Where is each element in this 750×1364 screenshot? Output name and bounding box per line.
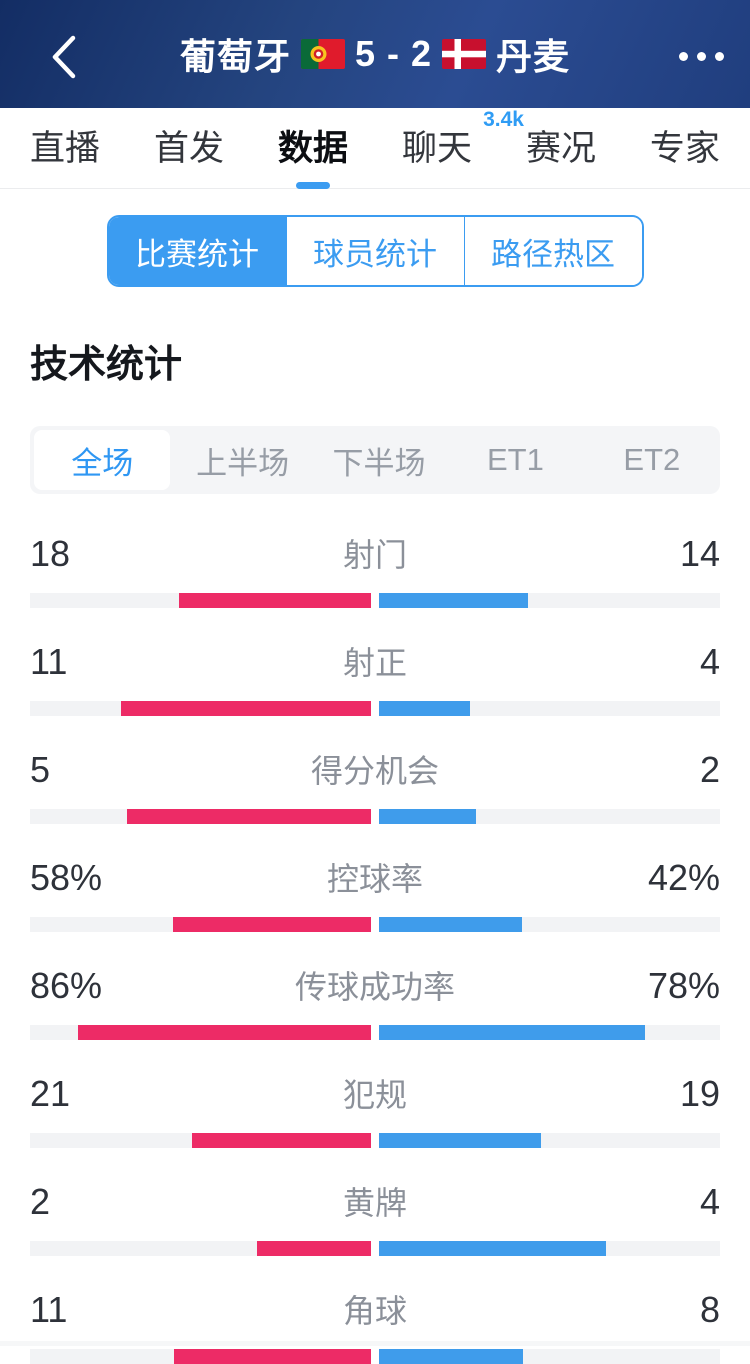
stat-bar — [30, 809, 720, 824]
stat-label: 射门 — [342, 537, 407, 573]
home-bar — [120, 701, 371, 716]
stat-row: 18 射门 14 — [30, 500, 720, 608]
header: 葡萄牙 5 - 2 丹麦 — [0, 0, 750, 108]
stats-list: 18 射门 14 11 射正 4 5 得分机会 2 — [0, 494, 750, 1364]
denmark-flag-icon — [442, 39, 487, 69]
tab-data[interactable]: 数据 — [278, 106, 348, 191]
period-second-half[interactable]: 下半场 — [311, 426, 447, 494]
home-bar — [127, 809, 371, 824]
active-tab-indicator — [295, 181, 330, 189]
away-bar — [379, 1133, 541, 1148]
home-value: 86% — [30, 965, 103, 1006]
home-value: 21 — [30, 1073, 71, 1114]
away-value: 8 — [699, 1289, 720, 1330]
away-bar — [379, 809, 477, 824]
home-value: 2 — [30, 1181, 51, 1222]
tab-match-status[interactable]: 赛况 — [526, 106, 596, 191]
stat-label: 角球 — [342, 1293, 407, 1329]
stat-bar — [30, 1349, 720, 1364]
stat-bar — [30, 1133, 720, 1148]
away-team-name: 丹麦 — [496, 36, 571, 77]
match-title: 葡萄牙 5 - 2 丹麦 — [0, 0, 750, 108]
stat-row: 21 犯规 19 — [30, 1040, 720, 1148]
away-bar — [379, 1025, 645, 1040]
away-value: 14 — [679, 533, 720, 574]
home-team-name: 葡萄牙 — [179, 36, 291, 77]
tab-lineups[interactable]: 首发 — [154, 106, 224, 191]
away-bar — [379, 1349, 523, 1364]
home-bar — [191, 1133, 371, 1148]
back-button[interactable] — [40, 34, 88, 82]
period-et2[interactable]: ET2 — [584, 426, 720, 494]
home-bar — [77, 1025, 371, 1040]
home-bar — [179, 593, 371, 608]
stat-row: 5 得分机会 2 — [30, 716, 720, 824]
more-menu-button[interactable] — [675, 44, 728, 69]
home-value: 5 — [30, 749, 51, 790]
stat-row: 86% 传球成功率 78% — [30, 932, 720, 1040]
home-value: 58% — [30, 857, 103, 898]
stat-row: 11 角球 8 — [30, 1256, 720, 1364]
period-et1[interactable]: ET1 — [447, 426, 583, 494]
stat-label: 控球率 — [326, 861, 423, 897]
tab-chat[interactable]: 聊天 3.4k — [402, 106, 524, 191]
portugal-flag-icon — [300, 39, 345, 69]
away-value: 4 — [699, 1181, 720, 1222]
stat-bar — [30, 917, 720, 932]
period-tabs: 全场 上半场 下半场 ET1 ET2 — [30, 426, 720, 494]
back-chevron-icon — [51, 35, 77, 82]
stats-segmented-control: 比赛统计 球员统计 路径热区 — [106, 215, 644, 287]
home-value: 11 — [30, 1289, 68, 1330]
stat-label: 得分机会 — [310, 753, 439, 789]
home-bar — [257, 1241, 371, 1256]
chat-count-badge: 3.4k — [483, 107, 524, 131]
home-bar — [173, 917, 371, 932]
away-bar — [379, 1241, 607, 1256]
tab-live[interactable]: 直播 — [30, 106, 100, 191]
away-bar — [379, 917, 523, 932]
stat-row: 2 黄牌 4 — [30, 1148, 720, 1256]
stat-row: 11 射正 4 — [30, 608, 720, 716]
stat-label: 射正 — [342, 645, 407, 681]
away-value: 2 — [699, 749, 720, 790]
stat-bar — [30, 593, 720, 608]
stat-row: 58% 控球率 42% — [30, 824, 720, 932]
nav-tabs: 直播 首发 数据 聊天 3.4k 赛况 专家 — [0, 108, 750, 189]
ellipsis-icon — [679, 52, 688, 61]
stat-bar — [30, 1241, 720, 1256]
score: 5 - 2 — [354, 33, 433, 74]
away-value: 42% — [647, 857, 720, 898]
away-bar — [379, 593, 529, 608]
home-value: 18 — [30, 533, 71, 574]
period-full-match[interactable]: 全场 — [34, 430, 171, 490]
home-bar — [173, 1349, 371, 1364]
period-first-half[interactable]: 上半场 — [174, 426, 310, 494]
stat-bar — [30, 701, 720, 716]
stat-label: 黄牌 — [342, 1185, 407, 1221]
segment-player-stats[interactable]: 球员统计 — [285, 217, 464, 285]
home-value: 11 — [30, 641, 68, 682]
segment-heatmap[interactable]: 路径热区 — [463, 217, 642, 285]
stat-label: 传球成功率 — [294, 969, 455, 1005]
away-value: 19 — [679, 1073, 720, 1114]
stat-label: 犯规 — [342, 1077, 407, 1113]
away-value: 4 — [699, 641, 720, 682]
away-bar — [379, 701, 470, 716]
away-value: 78% — [647, 965, 720, 1006]
stat-bar — [30, 1025, 720, 1040]
segment-match-stats[interactable]: 比赛统计 — [108, 217, 286, 285]
section-title: 技术统计 — [30, 344, 183, 386]
bottom-divider — [0, 1341, 750, 1346]
tab-experts[interactable]: 专家 — [650, 106, 720, 191]
